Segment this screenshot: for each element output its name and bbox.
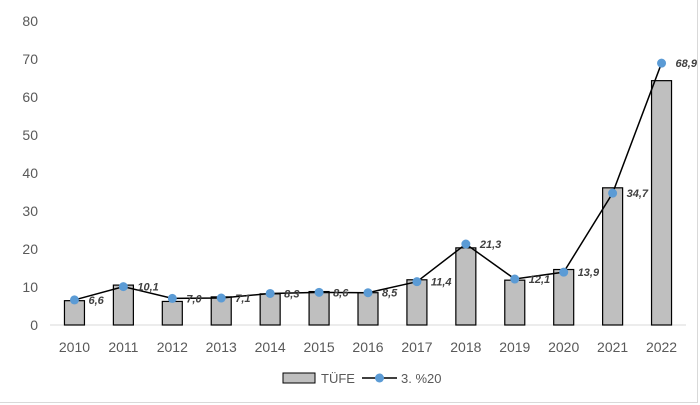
data-labels: 6,6 10,1 7,0 7,1 8,3 8,6 8,5 11,4 21,3 12,1 13,9 34… bbox=[88, 58, 697, 307]
x-tick-label: 2022 bbox=[646, 339, 677, 355]
legend-label-line: 3. %20 bbox=[401, 371, 441, 386]
legend-swatch-marker bbox=[375, 373, 384, 383]
legend-label-bar: TÜFE bbox=[321, 371, 355, 386]
bar bbox=[161, 300, 183, 326]
data-label: 7,0 bbox=[186, 293, 202, 305]
x-axis: 2010 2011 2012 2013 2014 2015 2016 2017 2018 2019… bbox=[50, 324, 686, 355]
y-tick-label: 30 bbox=[22, 203, 38, 219]
line-point bbox=[412, 277, 422, 287]
bar bbox=[259, 293, 281, 326]
bar bbox=[357, 292, 379, 326]
bar bbox=[602, 187, 624, 326]
data-label: 7,1 bbox=[235, 293, 250, 305]
y-tick-label: 0 bbox=[30, 317, 38, 333]
y-tick-label: 10 bbox=[22, 279, 38, 295]
bar bbox=[504, 279, 526, 326]
y-tick-label: 40 bbox=[22, 165, 38, 181]
y-tick-label: 20 bbox=[22, 241, 38, 257]
x-tick-label: 2018 bbox=[450, 339, 481, 355]
data-label: 68,9 bbox=[676, 58, 698, 70]
line-point bbox=[265, 288, 275, 298]
y-tick-label: 80 bbox=[22, 13, 38, 29]
data-label: 8,6 bbox=[333, 287, 349, 299]
series-line bbox=[74, 62, 663, 301]
x-tick-label: 2016 bbox=[352, 339, 383, 355]
line-point bbox=[461, 239, 471, 249]
x-tick-label: 2017 bbox=[401, 339, 432, 355]
line-point bbox=[608, 188, 618, 198]
bar bbox=[455, 247, 477, 326]
legend-swatch-bar bbox=[282, 372, 316, 384]
line-point bbox=[216, 293, 226, 303]
data-label: 10,1 bbox=[137, 282, 158, 294]
line-points bbox=[69, 58, 667, 305]
line-point bbox=[69, 295, 79, 305]
y-tick-label: 50 bbox=[22, 127, 38, 143]
y-axis: 0 10 20 30 40 50 60 70 80 bbox=[22, 13, 38, 333]
line-point bbox=[167, 293, 177, 303]
x-tick-label: 2013 bbox=[206, 339, 237, 355]
x-tick-label: 2012 bbox=[157, 339, 188, 355]
line-point bbox=[510, 274, 520, 284]
x-tick-label: 2020 bbox=[548, 339, 579, 355]
x-tick-label: 2010 bbox=[59, 339, 90, 355]
y-tick-label: 70 bbox=[22, 51, 38, 67]
data-label: 8,3 bbox=[284, 288, 299, 300]
line-point bbox=[118, 282, 128, 292]
data-label: 6,6 bbox=[88, 295, 104, 307]
x-tick-label: 2021 bbox=[597, 339, 628, 355]
line-point bbox=[559, 267, 569, 277]
x-tick-label: 2019 bbox=[499, 339, 530, 355]
data-label: 8,5 bbox=[382, 288, 398, 300]
line-point bbox=[314, 287, 324, 297]
data-label: 11,4 bbox=[431, 277, 452, 289]
bar-series bbox=[63, 80, 673, 326]
line-point bbox=[363, 288, 373, 298]
data-label: 13,9 bbox=[578, 267, 600, 279]
bar bbox=[553, 268, 575, 326]
data-label: 21,3 bbox=[479, 239, 501, 251]
legend: TÜFE 3. %20 bbox=[282, 371, 441, 386]
bar bbox=[406, 279, 428, 326]
line-series bbox=[74, 62, 663, 301]
line-point bbox=[657, 58, 667, 68]
x-tick-label: 2014 bbox=[255, 339, 286, 355]
data-label: 12,1 bbox=[529, 274, 550, 286]
x-tick-label: 2015 bbox=[303, 339, 334, 355]
data-label: 34,7 bbox=[627, 188, 649, 200]
bar bbox=[650, 80, 673, 326]
x-tick-label: 2011 bbox=[108, 339, 138, 355]
y-tick-label: 60 bbox=[22, 89, 38, 105]
